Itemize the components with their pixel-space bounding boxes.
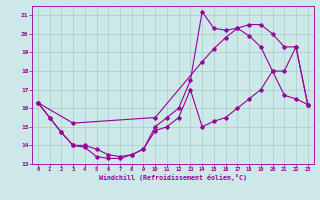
X-axis label: Windchill (Refroidissement éolien,°C): Windchill (Refroidissement éolien,°C) [99,174,247,181]
